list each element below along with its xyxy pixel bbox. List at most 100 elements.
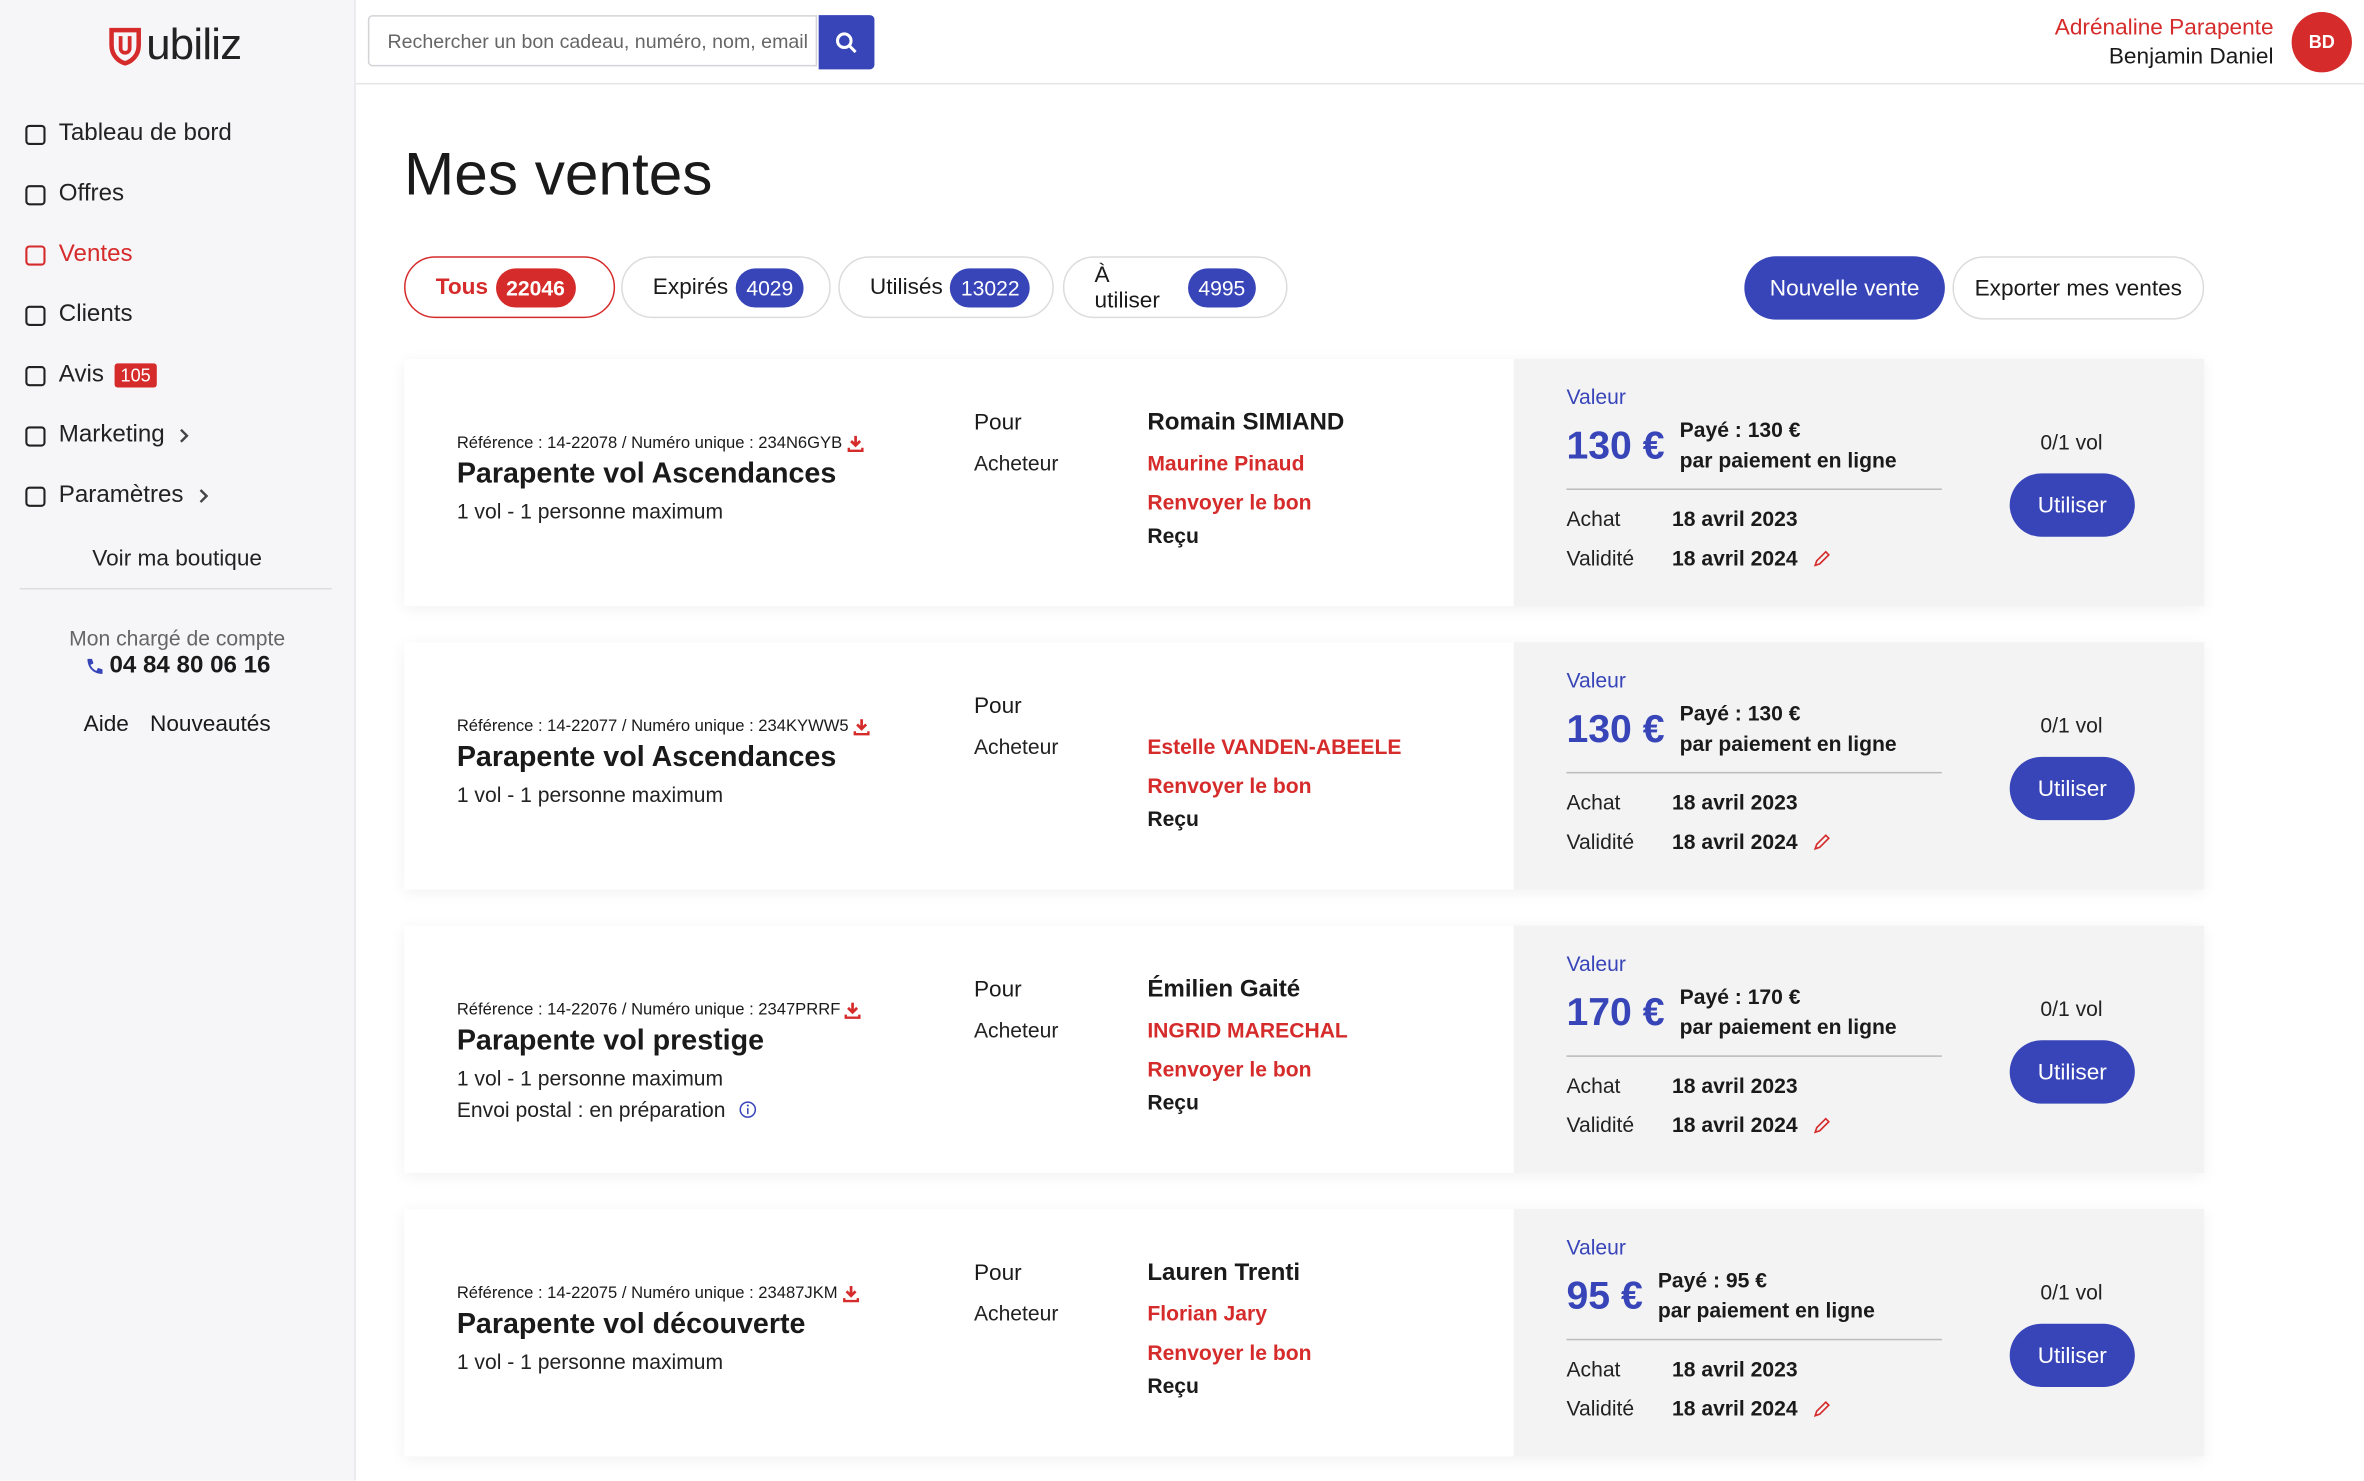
search-icon-svg: [835, 31, 857, 53]
edit-icon: [1813, 1398, 1833, 1418]
nav-item[interactable]: Paramètres: [24, 479, 223, 512]
use-button[interactable]: Utiliser: [2009, 473, 2135, 537]
buyer-name[interactable]: INGRID MARECHAL: [1147, 1017, 1348, 1042]
nav-item[interactable]: Marketing: [24, 419, 204, 452]
page-title: Mes ventes: [404, 141, 713, 209]
search-placeholder: Rechercher un bon cadeau, numéro, nom, e…: [387, 29, 809, 53]
validity-label: Validité: [1566, 1396, 1635, 1421]
shop-link[interactable]: Voir ma boutique: [92, 545, 263, 572]
export-button[interactable]: Exporter mes ventes: [1952, 256, 2205, 320]
buyer-name[interactable]: Florian Jary: [1147, 1301, 1267, 1326]
validity-text: 18 avril 2024: [1671, 1396, 1798, 1421]
purchase-label: Achat: [1566, 506, 1621, 531]
edit-icon-svg: [1814, 549, 1831, 566]
download-icon: [853, 718, 870, 735]
use-button[interactable]: Utiliser: [2009, 1040, 2135, 1104]
payment-method: par paiement en ligne: [1679, 731, 1897, 756]
logo[interactable]: ubiliz: [109, 21, 242, 71]
validity-date: 18 avril 2024: [1672, 1396, 1832, 1420]
use-button[interactable]: Utiliser: [2009, 756, 2135, 821]
nav-icon: [24, 424, 59, 447]
filter-tab[interactable]: Utilisés 13022: [838, 256, 1054, 319]
phone-icon-svg: [86, 658, 102, 674]
search-field[interactable]: Rechercher un bon cadeau, numéro, nom, e…: [367, 15, 818, 67]
new-sale-button[interactable]: Nouvelle vente: [1744, 256, 1945, 320]
logo-icon-svg: [109, 27, 141, 65]
resend-link[interactable]: Renvoyer le bon: [1147, 773, 1312, 798]
sale-description: 1 vol - 1 personne maximum: [457, 1066, 723, 1090]
receipt-link[interactable]: Reçu: [1147, 1090, 1199, 1115]
nav-item[interactable]: Clients: [24, 299, 133, 332]
reference-text: Référence : 14-22075 / Numéro unique : 2…: [456, 1284, 838, 1303]
download-icon-svg: [845, 1001, 862, 1019]
footer-link[interactable]: Aide: [83, 711, 129, 738]
submenu-chevron: [196, 487, 223, 505]
nav-item[interactable]: Avis 105: [24, 359, 157, 392]
for-label: Pour: [973, 1260, 1022, 1287]
sale-title: Parapente vol découverte: [456, 1308, 806, 1341]
download-icon-svg: [842, 1285, 859, 1302]
value-amount: 170 €: [1566, 988, 1665, 1034]
sale-reference: Référence : 14-22078 / Numéro unique : 2…: [457, 434, 863, 452]
sale-main: Référence : 14-22076 / Numéro unique : 2…: [404, 925, 1514, 1173]
receipt-link[interactable]: Reçu: [1147, 523, 1199, 548]
filter-tab[interactable]: Tous 22046: [404, 256, 616, 319]
description-text: Envoi postal : en préparation: [456, 1097, 726, 1122]
nav-item[interactable]: Offres: [24, 178, 124, 211]
nav-badge: 105: [114, 363, 157, 388]
filter-tab[interactable]: À utiliser 4995: [1062, 256, 1288, 319]
sale-main: Référence : 14-22077 / Numéro unique : 2…: [404, 642, 1514, 890]
use-button[interactable]: Utiliser: [2009, 1323, 2135, 1388]
value-row: 130 € Payé : 130 € par paiement en ligne: [1566, 415, 1896, 475]
reference-text: Référence : 14-22076 / Numéro unique : 2…: [456, 1001, 841, 1020]
payment-method: par paiement en ligne: [1657, 1298, 1875, 1323]
nav-item[interactable]: Tableau de bord: [24, 118, 232, 151]
filter-tab[interactable]: Expirés 4029: [621, 256, 831, 319]
paid-amount: Payé : 130 €: [1679, 417, 1801, 442]
sale-title: Parapente vol Ascendances: [456, 741, 837, 774]
submenu-chevron-svg: [180, 428, 190, 443]
value-label: Valeur: [1566, 384, 1626, 409]
paid-amount: Payé : 95 €: [1657, 1267, 1767, 1293]
edit-icon: [1813, 1115, 1833, 1135]
payment-info: Payé : 95 € par paiement en ligne: [1658, 1265, 1875, 1325]
value-amount: 95 €: [1566, 1271, 1643, 1317]
nav-icon-svg: [25, 304, 46, 326]
receipt-link[interactable]: Reçu: [1147, 1373, 1199, 1398]
validity-text: 18 avril 2024: [1671, 829, 1798, 854]
description-text: 1 vol - 1 personne maximum: [456, 499, 724, 524]
buyer-name[interactable]: Maurine Pinaud: [1147, 450, 1305, 475]
receipt-link[interactable]: Reçu: [1147, 806, 1199, 831]
sale-description: 1 vol - 1 personne maximum: [457, 1349, 723, 1373]
reference-text: Référence : 14-22078 / Numéro unique : 2…: [456, 434, 843, 453]
brand-name: ubiliz: [146, 21, 242, 70]
filter-count: 4995: [1187, 267, 1256, 307]
download-icon: [842, 1285, 859, 1302]
purchase-date: 18 avril 2023: [1671, 1356, 1798, 1382]
paid-amount: Payé : 130 €: [1679, 701, 1801, 726]
sale-title: Parapente vol prestige: [456, 1025, 765, 1057]
description-text: 1 vol - 1 personne maximum: [456, 782, 724, 807]
filter-label: Expirés: [652, 274, 729, 301]
user-avatar[interactable]: BD: [2291, 12, 2352, 73]
usage-count: 0/1 vol: [2040, 713, 2103, 738]
buyer-name[interactable]: Estelle VANDEN-ABEELE: [1147, 734, 1402, 759]
for-label: Pour: [973, 410, 1022, 436]
edit-icon-svg: [1814, 1400, 1831, 1417]
account-phone[interactable]: 04 84 80 06 16: [0, 653, 354, 680]
resend-link[interactable]: Renvoyer le bon: [1147, 489, 1312, 515]
download-icon: [845, 1001, 862, 1019]
search-icon: [835, 31, 858, 54]
nav-item[interactable]: Ventes: [24, 238, 133, 271]
footer-link[interactable]: Nouveautés: [149, 711, 271, 738]
validity-text: 18 avril 2024: [1671, 1112, 1798, 1137]
sale-card: Référence : 14-22078 / Numéro unique : 2…: [404, 358, 2205, 607]
purchase-label: Achat: [1566, 1073, 1621, 1098]
payment-method: par paiement en ligne: [1679, 447, 1897, 472]
resend-link[interactable]: Renvoyer le bon: [1147, 1056, 1312, 1081]
search-button[interactable]: [818, 15, 875, 70]
resend-link[interactable]: Renvoyer le bon: [1147, 1340, 1312, 1365]
sale-description: 1 vol - 1 personne maximum: [457, 499, 723, 523]
nav-icon-svg: [25, 184, 46, 205]
